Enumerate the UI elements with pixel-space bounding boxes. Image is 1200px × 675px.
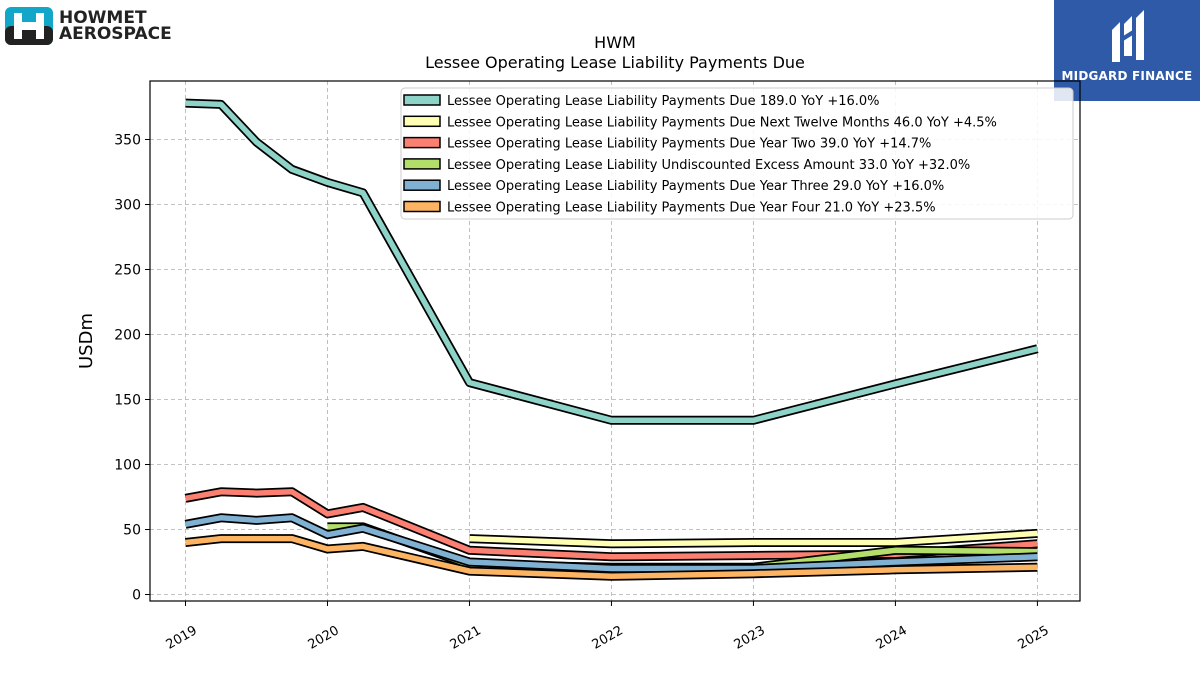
x-tick-label: 2022 [590,623,626,653]
series-stroke [469,530,1038,547]
midgard-finance-badge: MIDGARD FINANCE [1054,0,1200,101]
legend-label: Lessee Operating Lease Liability Payment… [447,137,931,152]
legend-item: Lessee Operating Lease Liability Undisco… [403,158,970,173]
x-tick-label: 2019 [164,623,200,653]
x-tick-label: 2023 [732,623,768,653]
series-line-5 [184,513,1038,573]
legend-swatch [403,179,441,191]
chart-title: HWM [594,33,636,52]
legend-label: Lessee Operating Lease Liability Payment… [447,115,997,130]
y-tick-label: 100 [114,458,141,474]
legend-swatch [403,200,441,213]
midgard-logo-icon [1112,10,1144,62]
chart-subtitle: Lessee Operating Lease Liability Payment… [425,53,805,72]
howmet-logo-icon [5,7,53,45]
howmet-wordmark: HOWMET AEROSPACE [59,8,172,44]
series-line-1 [185,98,1039,425]
legend: Lessee Operating Lease Liability Payment… [400,87,1074,220]
legend-item: Lessee Operating Lease Liability Payment… [403,94,880,109]
y-tick-label: 150 [114,393,141,409]
company-line1: HOWMET [59,8,147,28]
series-stroke [185,535,1038,580]
legend-box [400,87,1074,220]
y-tick-label: 350 [114,133,141,149]
legend-label: Lessee Operating Lease Liability Payment… [447,179,944,194]
legend-swatch [403,158,441,170]
series-line-3 [184,487,1038,562]
legend-label: Lessee Operating Lease Liability Payment… [447,201,936,216]
y-tick-label: 0 [132,588,141,604]
x-tick-label: 2024 [874,623,910,653]
series-stroke [185,515,1038,572]
legend-item: Lessee Operating Lease Liability Payment… [403,200,936,216]
x-tick-label: 2021 [448,623,484,653]
company-line2: AEROSPACE [59,24,172,44]
y-tick-label: 200 [114,328,141,344]
legend-swatch [403,115,441,128]
y-axis: 0 50 100 150 200 250 300 350 [114,133,150,604]
x-axis: 2019 2020 2021 2022 2023 2024 2025 [164,601,1052,653]
legend-swatch [403,94,441,106]
legend-item: Lessee Operating Lease Liability Payment… [403,136,931,152]
legend-swatch [403,136,441,149]
series-line-2 [469,528,1038,549]
legend-item: Lessee Operating Lease Liability Payment… [403,115,997,130]
series-line-6 [185,534,1038,581]
series-lines [184,98,1039,581]
legend-label: Lessee Operating Lease Liability Undisco… [447,158,970,173]
y-tick-label: 300 [114,198,141,214]
howmet-logo: HOWMET AEROSPACE [5,6,175,46]
badge-name: MIDGARD FINANCE [1061,69,1193,83]
legend-item: Lessee Operating Lease Liability Payment… [403,179,944,194]
x-tick-label: 2020 [306,623,342,653]
y-tick-label: 250 [114,263,141,279]
x-tick-label: 2025 [1016,623,1052,653]
legend-label: Lessee Operating Lease Liability Payment… [447,94,880,109]
y-axis-label: USDm [76,313,97,369]
y-tick-label: 50 [123,523,141,539]
series-stroke [185,489,1038,560]
plot-frame [149,80,1081,602]
series-stroke [185,100,1039,424]
